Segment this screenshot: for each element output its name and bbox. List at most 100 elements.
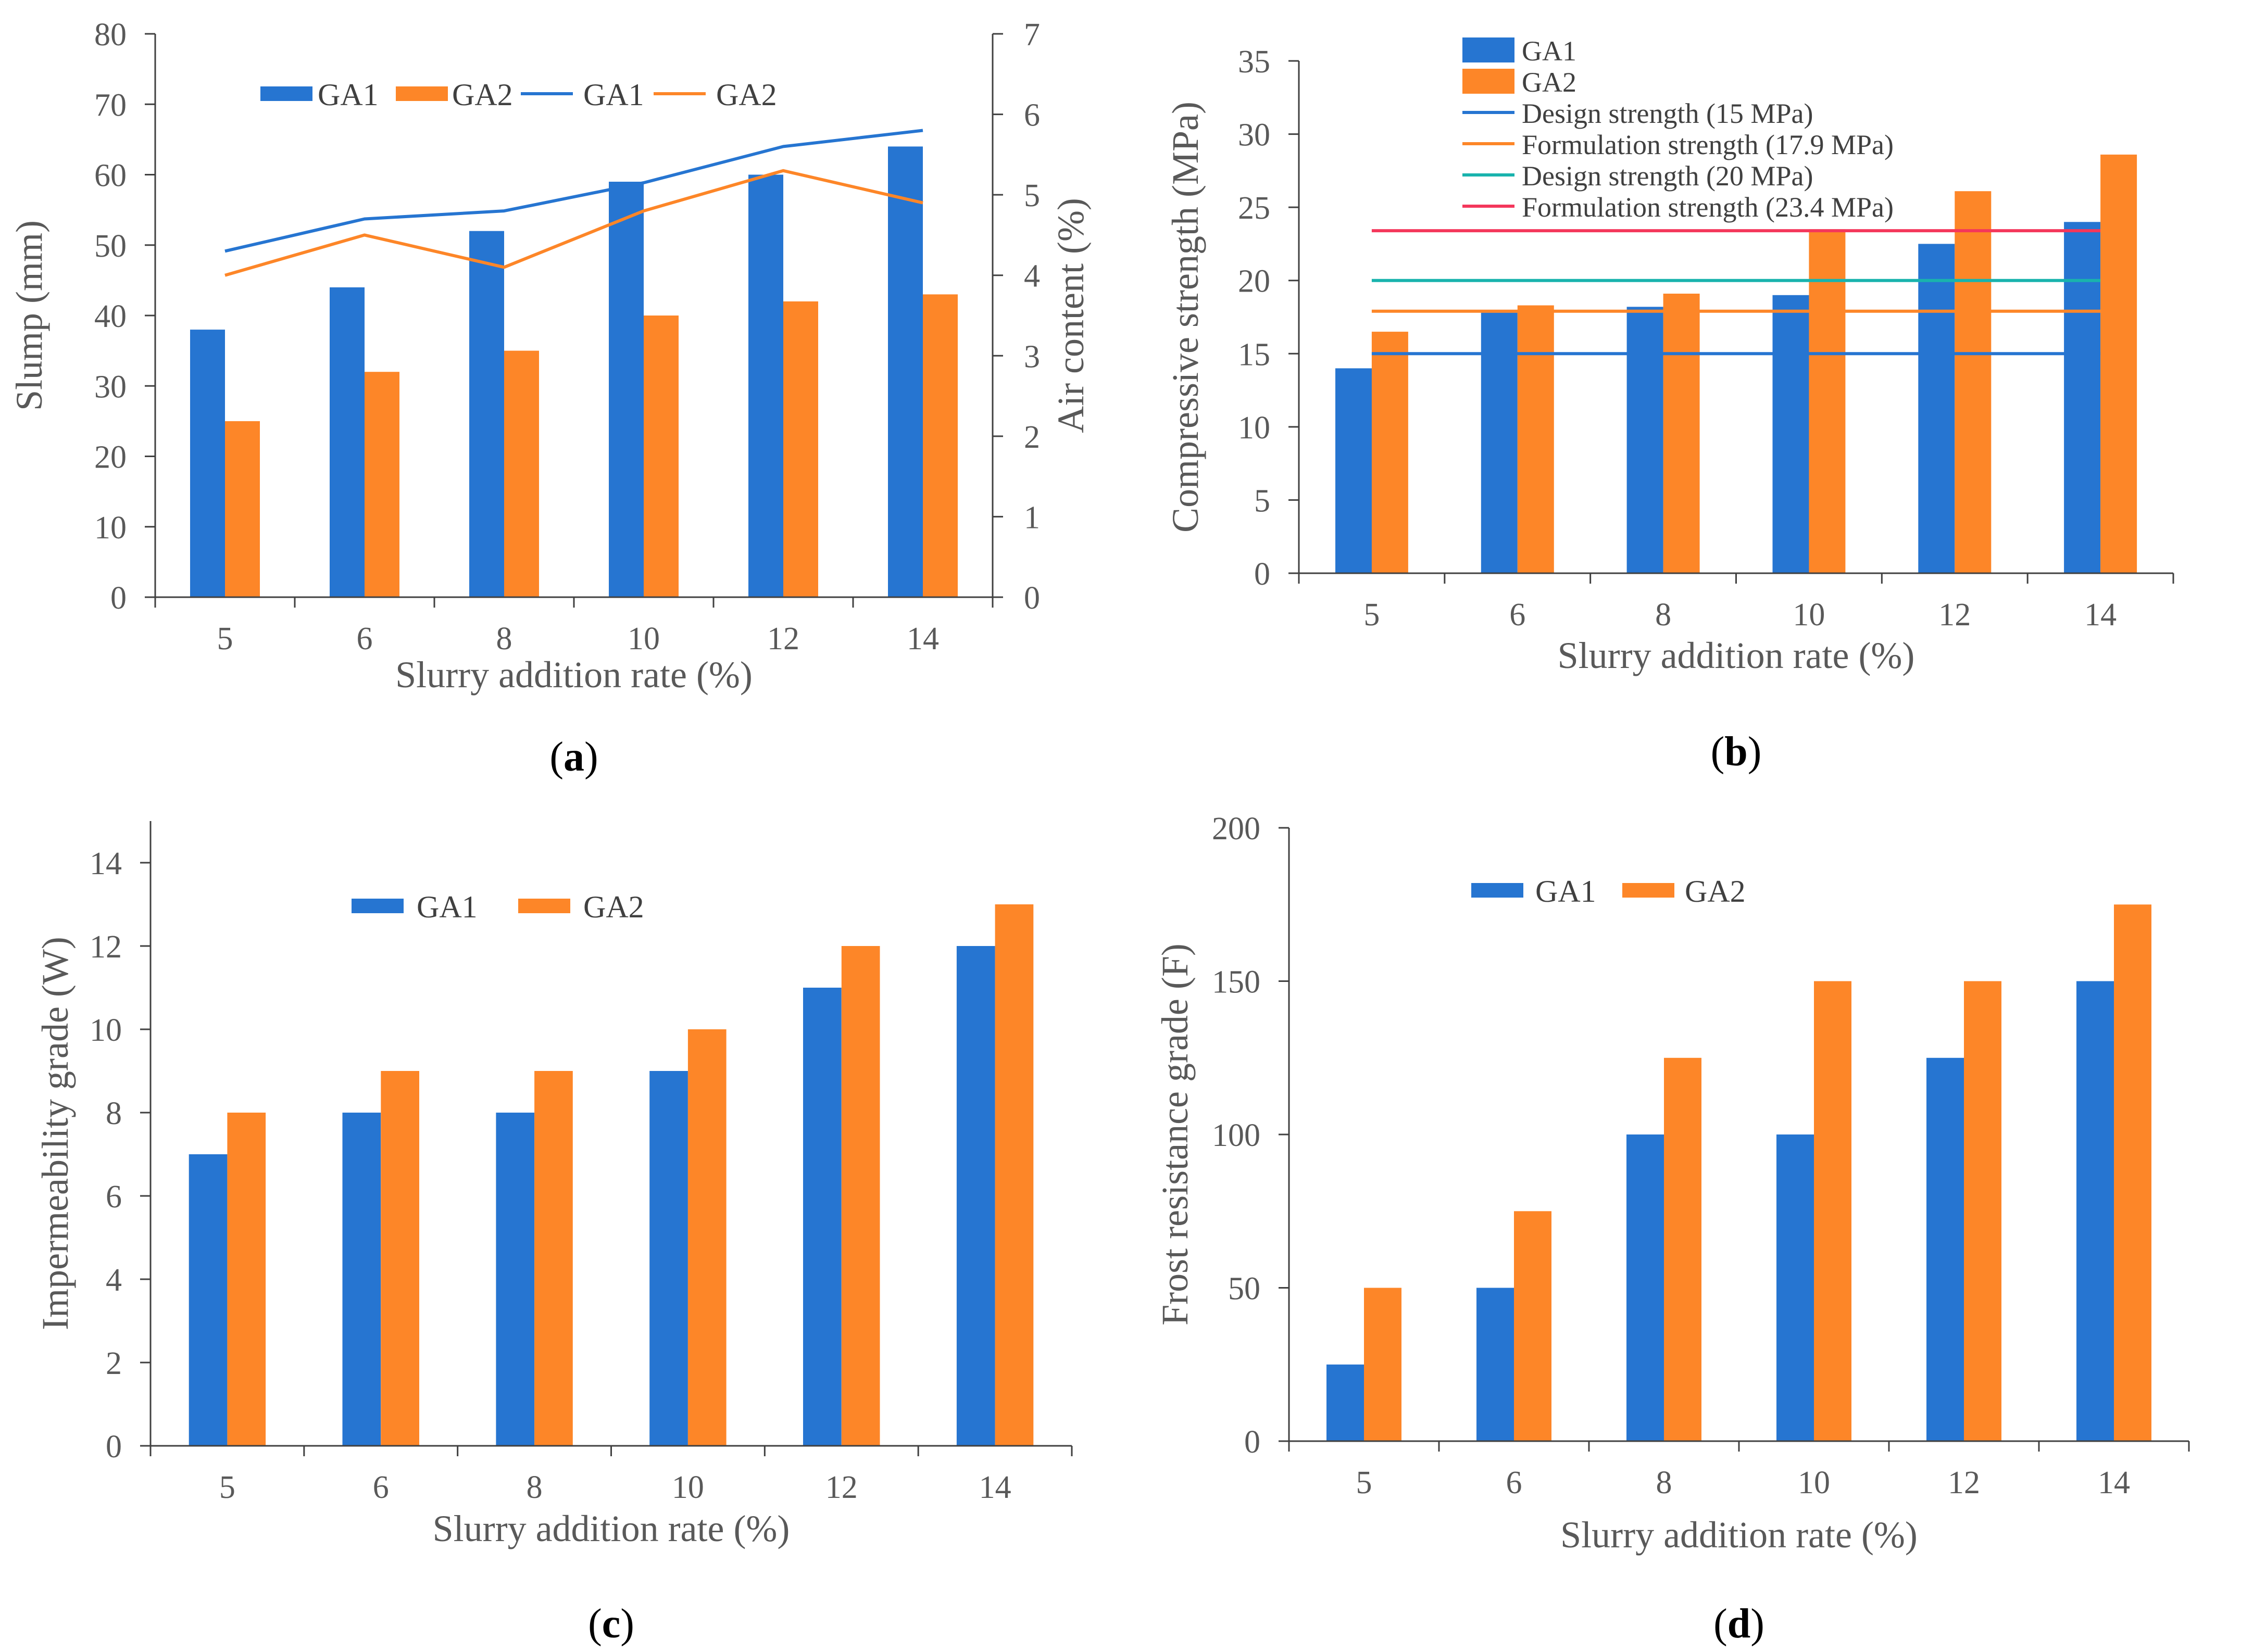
x-axis-label: Slurry addition rate (%)	[1560, 1514, 1918, 1556]
bar-c-ga2-8	[534, 1071, 573, 1446]
bar-d-ga1-14	[2076, 981, 2114, 1441]
y2-tick-label: 6	[1024, 98, 1040, 133]
bar-d-ga2-5	[1364, 1288, 1401, 1441]
y-tick-label: 2	[106, 1346, 122, 1381]
x-tick-label: 14	[979, 1470, 1011, 1505]
y-tick-label: 12	[90, 929, 122, 965]
y-tick-label: 10	[94, 510, 127, 546]
x-tick-label: 12	[825, 1470, 858, 1505]
bar-d-ga2-12	[1964, 981, 2001, 1441]
y-tick-label: 80	[94, 17, 127, 53]
bar-a-ga2-5	[225, 421, 260, 597]
y2-tick-label: 0	[1024, 581, 1040, 616]
x-tick-label: 8	[496, 621, 512, 657]
legend-entry: Design strength (20 MPa)	[1522, 160, 1813, 192]
bar-d-ga2-8	[1664, 1057, 1701, 1442]
legend-d: GA1 GA2	[1471, 874, 1746, 909]
x-axis-label: Slurry addition rate (%)	[433, 1508, 790, 1549]
bar-c-ga2-5	[227, 1113, 266, 1446]
bar-c-ga1-10	[649, 1071, 688, 1446]
y2-tick-label: 1	[1024, 500, 1040, 535]
bar-b-ga2-12	[1955, 191, 1992, 573]
y-tick-label: 0	[110, 581, 127, 616]
bar-b-ga1-5	[1335, 368, 1372, 573]
y-tick-label: 4	[106, 1263, 122, 1298]
bar-a-ga1-12	[748, 174, 783, 597]
chart-b: 0 5 10 15 20 25 30 35 5 6 8 10 12 14 Slurry addition r…	[1165, 35, 2174, 775]
x-tick-label: 14	[2098, 1465, 2130, 1500]
bar-d-ga1-10	[1776, 1134, 1814, 1441]
y-tick-label: 50	[1228, 1271, 1260, 1307]
panel-caption: (c)	[588, 1601, 634, 1647]
chart-c: 0 2 4 6 8 10 12 14 5 6 8 10 12 14 Slurry addition rate…	[34, 821, 1073, 1647]
y-tick-label: 100	[1212, 1118, 1260, 1153]
x-tick-label: 10	[1793, 597, 1825, 633]
y-tick-label: 20	[1238, 264, 1270, 299]
caption-paren: (	[1713, 1601, 1727, 1647]
panel-caption: (b)	[1711, 729, 1762, 775]
legend-entry: GA1	[417, 890, 478, 924]
bar-b-ga2-10	[1809, 229, 1846, 573]
y-tick-label: 10	[1238, 410, 1270, 446]
legend-swatch	[1622, 883, 1674, 898]
legend-entry: GA2	[716, 78, 777, 112]
bar-b-ga1-12	[1918, 244, 1955, 573]
x-tick-label: 6	[1506, 1465, 1522, 1500]
y-tick-label: 6	[106, 1179, 122, 1215]
y-tick-label: 70	[94, 87, 127, 123]
legend-entry: GA1	[583, 78, 644, 112]
y-tick-label: 5	[1254, 483, 1270, 519]
x-tick-label: 14	[2084, 597, 2117, 633]
bar-c-ga1-12	[803, 988, 842, 1446]
caption-paren: (	[1711, 729, 1725, 775]
legend-swatch	[352, 899, 404, 913]
legend-entry: Formulation strength (17.9 MPa)	[1522, 129, 1894, 160]
y-tick-label: 35	[1238, 44, 1270, 80]
legend-entry: Formulation strength (23.4 MPa)	[1522, 192, 1894, 223]
bar-b-ga2-6	[1517, 305, 1554, 573]
bar-b-ga2-8	[1663, 294, 1700, 573]
bar-a-ga2-14	[923, 294, 958, 597]
y-tick-label: 0	[1254, 557, 1270, 592]
bar-b-ga1-10	[1772, 295, 1809, 573]
legend-c: GA1 GA2	[352, 890, 644, 924]
y-tick-label: 8	[106, 1096, 122, 1131]
y-axis-label: Impermeability grade (W)	[34, 937, 76, 1330]
legend-entry: GA1	[1535, 874, 1596, 909]
caption-paren: (	[549, 734, 564, 780]
x-tick-label: 6	[373, 1470, 389, 1505]
y-tick-label: 50	[94, 229, 127, 264]
x-tick-label: 10	[1798, 1465, 1830, 1500]
legend-a: GA1 GA2 GA1 GA2	[260, 78, 777, 112]
y2-tick-label: 5	[1024, 178, 1040, 213]
bar-b-ga2-14	[2100, 154, 2137, 573]
legend-swatch	[1471, 883, 1523, 898]
y2-tick-label: 2	[1024, 420, 1040, 455]
x-axis-label: Slurry addition rate (%)	[1558, 635, 1915, 676]
legend-entry: Design strength (15 MPa)	[1522, 98, 1813, 129]
bar-a-ga1-8	[469, 231, 504, 597]
legend-swatch	[518, 899, 570, 913]
bar-a-ga2-10	[644, 316, 679, 597]
y-tick-label: 0	[1244, 1424, 1260, 1460]
chart-d: 0 50 100 150 200 5 6 8 10 12 14 Slurry addition rat…	[1154, 811, 2190, 1647]
legend-swatch	[1462, 69, 1514, 94]
x-tick-label: 8	[1656, 1465, 1672, 1500]
legend-entry: GA1	[318, 78, 379, 112]
bar-a-ga1-14	[888, 146, 923, 597]
bar-c-ga2-10	[687, 1029, 727, 1446]
x-tick-label: 12	[767, 621, 799, 657]
y2-tick-label: 4	[1024, 259, 1040, 294]
bar-c-ga2-12	[841, 946, 880, 1446]
x-tick-label: 6	[357, 621, 373, 657]
bar-a-ga2-8	[504, 350, 539, 597]
bar-c-ga1-8	[496, 1113, 535, 1446]
y-tick-label: 30	[1238, 118, 1270, 153]
x-tick-label: 8	[1655, 597, 1671, 633]
bar-d-ga1-12	[1926, 1057, 1964, 1442]
legend-entry: GA2	[452, 78, 513, 112]
bar-c-ga2-14	[995, 904, 1034, 1446]
caption-paren: (	[588, 1601, 602, 1647]
